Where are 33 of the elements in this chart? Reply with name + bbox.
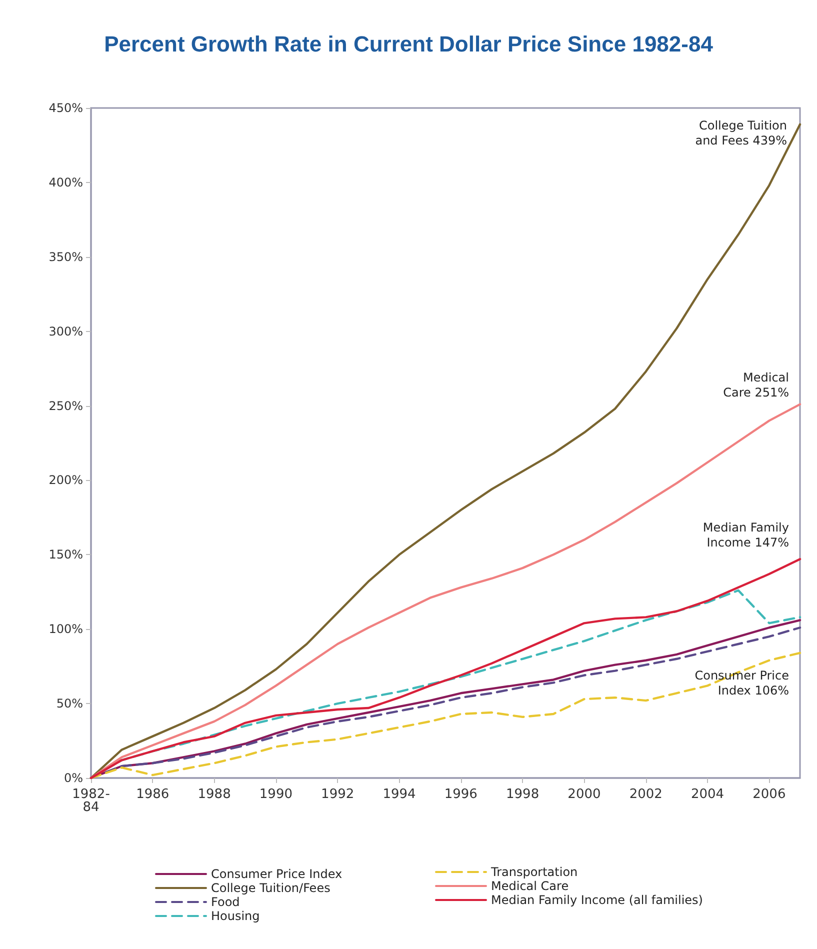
x-tick-label: 1992	[321, 787, 354, 802]
y-tick-label: 400%	[48, 175, 83, 190]
x-tick-label: 1990	[259, 787, 293, 802]
legend-label: Medical Care	[491, 879, 569, 893]
x-tick-label: 2004	[690, 787, 724, 802]
legend-label: Housing	[211, 909, 260, 923]
x-tick-label: 1988	[198, 787, 231, 802]
x-tick-label: 2006	[752, 787, 786, 802]
x-tick-label: 1986	[136, 787, 170, 802]
y-tick-label: 100%	[48, 622, 83, 636]
legend-label: Food	[211, 895, 240, 909]
chart-title: Percent Growth Rate in Current Dollar Price Since 1982-84	[104, 32, 714, 56]
annotation: Medical Care 251%	[723, 370, 789, 400]
x-tick-label: 1996	[444, 787, 478, 802]
y-tick-label: 50%	[56, 696, 83, 711]
annotation: Median Family Income 147%	[702, 520, 789, 550]
x-tick-label: 2002	[629, 787, 662, 802]
y-tick-label: 250%	[48, 398, 83, 413]
y-tick-label: 150%	[48, 548, 83, 562]
x-tick-label: 1994	[382, 787, 416, 802]
legend-label: College Tuition/Fees	[211, 881, 330, 895]
y-tick-label: 300%	[48, 324, 83, 338]
y-tick-label: 350%	[48, 250, 83, 264]
legend-label: Consumer Price Index	[211, 867, 342, 881]
y-tick-label: 200%	[48, 473, 83, 488]
x-tick-label: 1998	[506, 787, 540, 802]
annotation: College Tuition and Fees 439%	[695, 118, 787, 148]
x-tick-label: 2000	[568, 787, 601, 802]
legend-label: Transportation	[490, 865, 578, 879]
y-tick-label: 0%	[64, 771, 83, 785]
legend-label: Median Family Income (all families)	[491, 893, 703, 907]
y-tick-label: 450%	[48, 101, 83, 115]
x-tick-label: 1982- 84	[72, 787, 110, 815]
